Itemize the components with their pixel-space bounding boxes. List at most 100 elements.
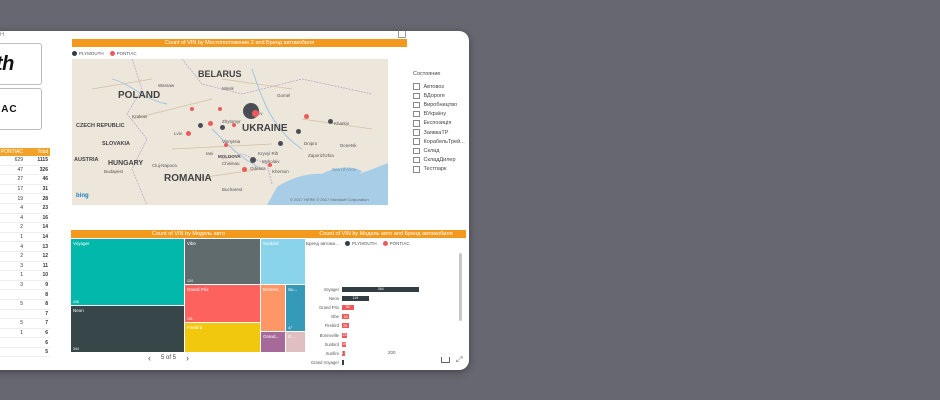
treemap-tile-grand-prix[interactable]: Grand Prix 101	[185, 285, 260, 322]
bar[interactable]: 29	[342, 323, 349, 329]
table-row[interactable]: 6	[0, 338, 50, 348]
bar[interactable]: 15	[342, 350, 346, 356]
bar[interactable]: 33	[342, 314, 350, 320]
slicer-item[interactable]: ВУкраїну	[413, 110, 465, 119]
bar-row: Bonneville 23	[303, 332, 348, 338]
table-row[interactable]: 5	[0, 348, 50, 358]
table-row[interactable]: 1 14	[0, 233, 50, 243]
slicer-item[interactable]: Тестпарк	[413, 165, 465, 174]
fullscreen-icon[interactable]: ⤢	[456, 355, 463, 364]
table-row[interactable]: 19 28	[0, 194, 50, 204]
checkbox[interactable]	[413, 92, 420, 100]
bar-chart-scrollbar[interactable]	[459, 253, 462, 321]
map-point[interactable]	[208, 121, 213, 126]
bar-category-label: Voyager	[323, 286, 339, 292]
table-row[interactable]: 8	[0, 290, 50, 300]
checkbox[interactable]	[413, 138, 420, 145]
table-row[interactable]: 1 10	[0, 271, 50, 281]
map-point[interactable]	[198, 123, 203, 128]
bar[interactable]: 52	[342, 304, 354, 310]
slicer-item[interactable]: Автовоз	[413, 82, 465, 91]
checkbox[interactable]	[413, 120, 420, 127]
map-point[interactable]	[268, 163, 272, 167]
table-header-pontiac[interactable]: PONTIAC	[0, 149, 23, 155]
checkbox[interactable]	[413, 101, 420, 109]
treemap-tile-firebird[interactable]: Firebird	[185, 323, 260, 352]
map-legend-plymouth[interactable]: PLYMOUTH	[72, 51, 104, 57]
checkbox[interactable]	[413, 147, 420, 155]
treemap-tile-sunbird[interactable]: Sunbird	[261, 239, 305, 284]
slicer-item[interactable]: Склад	[413, 146, 465, 155]
slicer-item[interactable]: ЗаявкаТР	[413, 128, 465, 137]
table-row[interactable]: 4 16	[0, 214, 50, 224]
checkbox[interactable]	[413, 166, 420, 173]
map-legend-pontiac[interactable]: PONTIAC	[109, 51, 137, 57]
bar[interactable]: 344	[342, 286, 420, 292]
bar-row: Sunbird 19	[303, 341, 347, 347]
table-row[interactable]: 27 46	[0, 175, 50, 185]
map-point[interactable]	[242, 167, 247, 172]
plymouth-logo[interactable]: uth	[0, 43, 42, 85]
slicer-item[interactable]: Виробництво	[413, 100, 465, 109]
map-point[interactable]	[296, 129, 301, 134]
table-row[interactable]: 2 12	[0, 252, 50, 262]
map-point[interactable]	[186, 131, 191, 136]
bar-legend-pontiac[interactable]: PONTIAC	[382, 241, 410, 247]
treemap-tile-neon[interactable]: Neon 344	[71, 306, 184, 352]
next-page-icon[interactable]: ›	[186, 353, 190, 363]
map-point[interactable]	[278, 141, 283, 146]
pontiac-logo[interactable]: TIAC	[0, 88, 42, 130]
bar[interactable]	[342, 360, 344, 366]
map-point[interactable]	[250, 157, 256, 163]
bar[interactable]: 19	[342, 341, 347, 347]
expand-icon[interactable]	[398, 31, 406, 38]
city-iasi: Iasi	[206, 151, 214, 156]
treemap-tile-vibe[interactable]: Vibe 124	[185, 239, 260, 284]
treemap-tile-voyager[interactable]: Voyager 408	[71, 239, 184, 305]
table-row[interactable]: 47 326	[0, 166, 50, 176]
slicer-item[interactable]: ВДороге	[413, 91, 465, 100]
checkbox[interactable]	[413, 83, 420, 90]
slicer-item[interactable]: Експозиція	[413, 119, 465, 128]
bar[interactable]: 23	[342, 332, 348, 338]
map-point[interactable]	[328, 119, 333, 124]
map-point[interactable]	[190, 107, 194, 111]
city-kryvyi-rih: Kryvyi Rih	[258, 151, 279, 156]
treemap-tile-grand-voyager[interactable]: Grand...	[261, 332, 285, 352]
bar[interactable]: 119	[342, 295, 369, 301]
slicer-item[interactable]: СкладДилер	[413, 156, 465, 165]
previous-page-icon[interactable]: ‹	[148, 353, 151, 363]
table-row[interactable]: 3 11	[0, 262, 50, 272]
map-point[interactable]	[218, 107, 222, 111]
table-row[interactable]: 17 31	[0, 185, 50, 195]
map-point[interactable]	[304, 114, 309, 119]
checkbox[interactable]	[413, 129, 420, 136]
table-header-total[interactable]: Total	[37, 149, 48, 155]
treemap-tile-sunfire[interactable]: Su... 47	[286, 285, 305, 331]
slicer-item[interactable]: КорабельТрей...	[413, 137, 465, 146]
map-canvas[interactable]: BELARUS POLAND UKRAINE CZECH REPUBLIC SL…	[72, 59, 388, 205]
map-copyright: © 2017 HERE © 2017 Microsoft Corporation	[290, 197, 369, 202]
checkbox[interactable]	[413, 110, 420, 118]
table-row[interactable]: 629 1115	[0, 156, 50, 166]
table-row[interactable]: 2 14	[0, 223, 50, 233]
treemap-tile-bonneville[interactable]: Bonnev...	[261, 285, 285, 331]
treemap-tile-other[interactable]: G...	[286, 332, 305, 352]
map-point[interactable]	[220, 125, 225, 130]
table-row[interactable]: 7	[0, 310, 50, 320]
checkbox[interactable]	[413, 156, 420, 164]
table-row[interactable]: 4 23	[0, 204, 50, 214]
share-icon[interactable]	[441, 357, 450, 363]
map-point[interactable]	[232, 123, 236, 127]
bar-legend-plymouth[interactable]: PLYMOUTH	[344, 241, 377, 247]
tile-label: Grand Prix	[187, 287, 209, 292]
bar-data-label: 119	[352, 296, 359, 301]
map-point[interactable]	[224, 143, 228, 147]
map-point-kyiv-pontiac[interactable]	[252, 110, 259, 117]
tile-label: Firebird	[187, 325, 203, 330]
table-row[interactable]: 4 13	[0, 242, 50, 252]
